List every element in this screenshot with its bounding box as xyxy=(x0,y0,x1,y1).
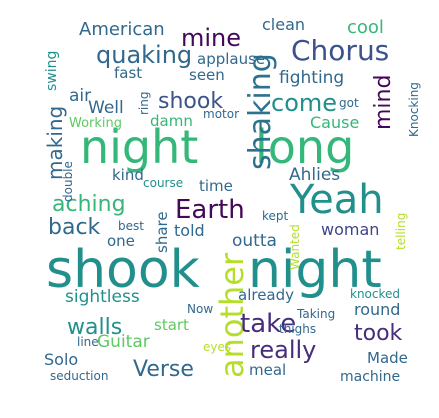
cloud-word: swing xyxy=(44,51,60,91)
cloud-word: took xyxy=(354,321,403,346)
cloud-word: kept xyxy=(262,209,289,223)
cloud-word: seduction xyxy=(50,369,108,383)
cloud-word: course xyxy=(143,176,183,190)
cloud-word: round xyxy=(354,300,400,319)
cloud-word: another xyxy=(213,252,251,378)
cloud-word: Chorus xyxy=(291,34,389,67)
cloud-word: American xyxy=(79,19,165,40)
cloud-word: meal xyxy=(249,361,286,379)
cloud-word: Now xyxy=(187,302,213,316)
cloud-word: sightless xyxy=(65,287,140,307)
cloud-word: night xyxy=(80,120,198,174)
cloud-word: night xyxy=(248,240,382,300)
cloud-word: mind xyxy=(371,75,396,130)
cloud-word: damn xyxy=(150,112,193,130)
cloud-word: motor xyxy=(203,107,239,121)
cloud-word: quaking xyxy=(96,41,192,69)
cloud-word: already xyxy=(238,286,294,304)
cloud-word: shook xyxy=(158,89,223,114)
cloud-word: got xyxy=(339,96,359,110)
cloud-word: telling xyxy=(394,213,408,250)
cloud-word: Taking xyxy=(296,307,335,321)
cloud-word: told xyxy=(174,221,205,240)
cloud-word: outta xyxy=(232,231,277,251)
cloud-word: applause xyxy=(197,50,265,68)
cloud-word: back xyxy=(48,215,101,240)
cloud-word: Wanted xyxy=(288,224,302,270)
cloud-word: share xyxy=(153,211,171,253)
cloud-word: machine xyxy=(340,369,400,385)
cloud-word: Guitar xyxy=(97,332,150,352)
cloud-word: shaking xyxy=(243,53,278,170)
cloud-word: clean xyxy=(262,15,305,34)
cloud-word: fighting xyxy=(279,68,344,88)
cloud-word: start xyxy=(154,316,189,334)
cloud-word: Made xyxy=(367,349,408,367)
cloud-word: fast xyxy=(114,64,142,82)
cloud-word: Verse xyxy=(133,357,194,382)
cloud-word: Ahlies xyxy=(289,165,340,185)
cloud-word: Knocking xyxy=(407,82,421,137)
cloud-word: line xyxy=(77,335,99,349)
cloud-word: making xyxy=(43,106,67,180)
cloud-word: Solo xyxy=(44,350,78,369)
cloud-word: cool xyxy=(347,17,384,38)
cloud-word: thighs xyxy=(279,322,316,336)
cloud-word: kind xyxy=(112,166,144,184)
cloud-word: really xyxy=(250,336,316,364)
cloud-word: seen xyxy=(189,66,225,84)
cloud-word: walls xyxy=(67,315,122,340)
cloud-word: knocked xyxy=(350,287,400,301)
cloud-word: one xyxy=(107,232,135,250)
cloud-word: take xyxy=(240,309,296,339)
cloud-word: woman xyxy=(321,220,379,239)
cloud-word: Working xyxy=(69,116,122,131)
cloud-word: mine xyxy=(181,24,241,52)
cloud-word: air xyxy=(69,86,91,106)
cloud-word: come xyxy=(271,89,337,117)
cloud-word: shook xyxy=(46,240,200,300)
cloud-word: ring xyxy=(137,92,151,116)
cloud-word: time xyxy=(199,177,233,195)
cloud-word: long xyxy=(255,120,354,174)
cloud-word: Earth xyxy=(175,195,245,225)
cloud-word: eyes xyxy=(203,340,231,354)
cloud-word: double xyxy=(61,161,75,202)
cloud-word: Cause xyxy=(310,113,359,132)
cloud-word: best xyxy=(118,219,144,233)
cloud-word: Yeah xyxy=(289,177,384,223)
cloud-word: Well xyxy=(88,98,124,118)
cloud-word: aching xyxy=(52,192,126,217)
